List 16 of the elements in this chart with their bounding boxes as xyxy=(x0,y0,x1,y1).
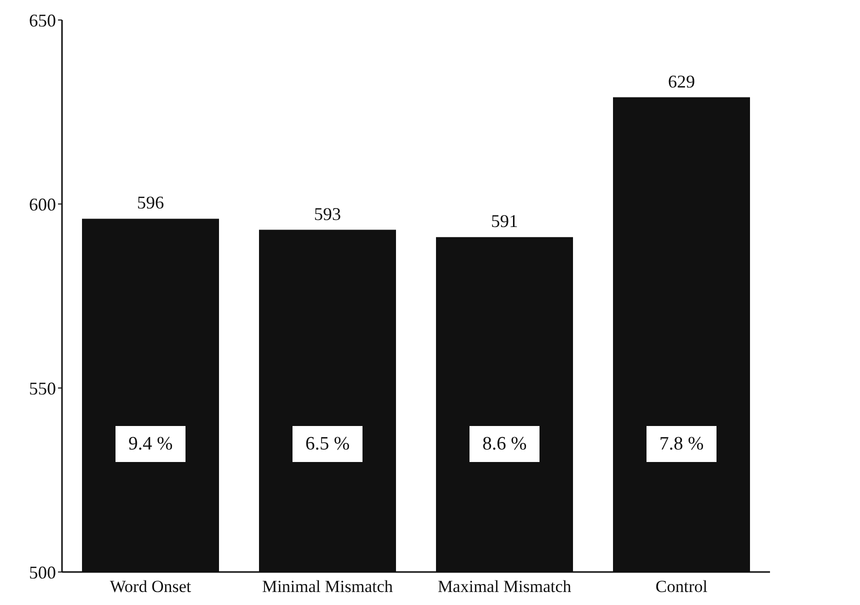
data-label: 596 xyxy=(137,192,164,213)
data-label: 591 xyxy=(491,211,518,232)
x-tick-label: Control xyxy=(656,577,708,596)
data-label: 593 xyxy=(314,204,341,224)
data-label: 629 xyxy=(668,71,695,92)
y-tick-label: 600 xyxy=(29,194,56,214)
x-tick-label: Word Onset xyxy=(110,577,192,596)
x-tick-label: Maximal Mismatch xyxy=(438,577,572,596)
annotation: 9.4 % xyxy=(128,434,173,454)
x-tick-label: Minimal Mismatch xyxy=(262,577,394,596)
annotation: 7.8 % xyxy=(659,434,704,454)
y-tick-label: 500 xyxy=(29,562,56,582)
y-tick-label: 650 xyxy=(29,10,56,30)
y-tick-label: 550 xyxy=(29,378,56,398)
annotation: 8.6 % xyxy=(482,434,527,454)
annotation: 6.5 % xyxy=(305,434,350,454)
